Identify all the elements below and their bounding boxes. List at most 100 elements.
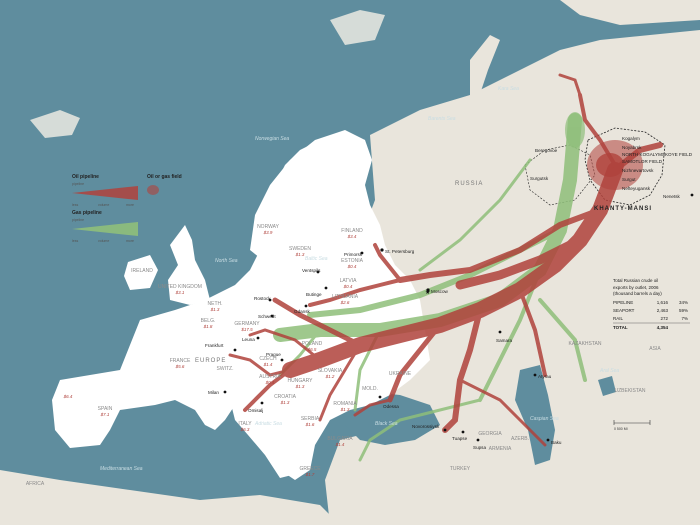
kola-peninsula [390, 125, 440, 155]
legend-oil-wedge [72, 186, 138, 200]
legend-gas-wedge [72, 222, 138, 236]
country-label-armenia: ARMENIA [489, 446, 512, 452]
city-label-nizhnevartovsk: Nizhnevartovsk [622, 168, 654, 173]
turkey-landmass [325, 430, 700, 525]
city-label-surgutsk: Surgutsk [530, 176, 549, 181]
gdp-sweden: $1.3 [295, 252, 305, 257]
exports-table-title-line1: Total Russian crude oil [613, 278, 658, 283]
yamal-boundary [524, 144, 596, 206]
oil-pipeline [243, 368, 292, 412]
legend-oil-pipeline-title: Oil pipeline [72, 174, 99, 180]
gdp-portugal: $6.4 [63, 394, 73, 399]
exports-table-title-line2: exports by outlet, 2006 [613, 285, 659, 290]
country-label-uk: UNITED KINGDOM [158, 284, 202, 290]
legend-gas-pipeline-title: Gas pipeline [72, 210, 102, 216]
exports-row-value: 2,463 [657, 308, 669, 313]
oil-field-cluster [565, 112, 643, 190]
exports-row-value: 4,354 [657, 325, 669, 330]
city-label-supsa: Supsa [473, 445, 486, 450]
city-label-north-kogalym: NORTH KOGALYMSKOYE FIELD [622, 152, 693, 157]
oil-pipeline [518, 288, 547, 377]
country-label-kazakhstan: KAZAKHSTAN [569, 341, 602, 347]
country-label-greece: GREECE [299, 466, 321, 472]
region-label-khanty: KHANTY-MANSI [594, 206, 652, 212]
oil-pipeline [612, 142, 663, 173]
city-label-butinge: Butinge [306, 292, 322, 297]
city-label-st-petersburg: St. Petersburg [385, 249, 415, 254]
exports-row-pct: 59% [679, 308, 688, 313]
country-label-sweden: SWEDEN [289, 246, 311, 252]
sea-label-black: Black Sea [375, 421, 398, 427]
sea-label-barents: Barents Sea [428, 116, 456, 122]
country-label-hungary: HUNGARY [288, 378, 314, 384]
city-label-surgut: Surgut [622, 177, 636, 182]
city-label-milan: Milan [208, 390, 219, 395]
region-label-russia: RUSSIA [455, 181, 483, 187]
city-label-odessa: Odessa [383, 404, 399, 409]
exports-row-outlet: PIPELINE [613, 300, 633, 305]
city-label-tuapse: Tuapse [452, 436, 468, 441]
city-label-gdansk: Gdansk [294, 309, 311, 314]
great-britain [168, 225, 210, 305]
city-label-schwedt: Schwedt [258, 314, 276, 319]
exports-row-outlet: TOTAL [613, 325, 628, 330]
gdp-italy: $6.3 [240, 427, 250, 432]
country-label-lithuania: LITHUANIA [332, 294, 359, 300]
capital-star-icon: ★ [425, 289, 430, 296]
country-label-croatia: CROATIA [274, 394, 297, 400]
region-label-europe: EUROPE [195, 358, 226, 364]
arctic-island [560, 0, 700, 25]
legend-gas-more: more [126, 239, 134, 243]
country-label-italy: ITALY [238, 421, 252, 427]
city-label-frankfurt: Frankfurt [205, 343, 224, 348]
oil-pipeline [248, 328, 322, 362]
legend-oil-pipeline-sub: pipeline [72, 182, 84, 186]
gas-pipeline [418, 158, 532, 272]
legend-field-swatch [147, 185, 159, 195]
oil-pipeline [308, 278, 402, 307]
city-label-nefteyugansk: Nefteyugansk [622, 186, 651, 191]
city-label-ventspils: Ventspils [302, 268, 321, 273]
city-label-baku: Baku [551, 440, 562, 445]
europe-landmass [52, 135, 430, 480]
country-label-neth: NETH. [208, 301, 223, 307]
legend-gas-less: less [72, 239, 78, 243]
sea-label-baltic: Baltic Sea [305, 256, 328, 262]
legend-gas-volume: volume [98, 239, 109, 243]
map-legend: Oil pipeline pipeline less volume more O… [72, 174, 182, 243]
gdp-norway: $3.9 [263, 230, 273, 235]
city-label-primorsk: Primorsk [344, 252, 363, 257]
gdp-austria: $0.4 [265, 380, 275, 385]
exports-row-pct: 34% [679, 300, 688, 305]
oil-pipeline [455, 235, 585, 290]
country-label-france: FRANCE [170, 358, 191, 364]
exports-row-value: 272 [660, 316, 668, 321]
oil-pipeline [272, 297, 363, 348]
oil-pipeline [558, 73, 582, 97]
country-label-belgium: BELG. [201, 318, 216, 324]
gdp-hungary: $1.3 [295, 384, 305, 389]
exports-row-pct: 7% [681, 316, 688, 321]
gdp-slovakia: $1.2 [325, 374, 335, 379]
oil-pipelines [228, 73, 663, 447]
gas-pipeline [478, 268, 542, 402]
gdp-czech: $1.4 [263, 362, 273, 367]
scale-bar-label: 0 500 MI [614, 427, 628, 431]
sea-label-adriatic: Adriatic Sea [254, 421, 282, 427]
gdp-poland: $6.5 [307, 347, 317, 352]
gdp-serbia: $1.6 [305, 422, 315, 427]
sea-label-mediterranean: Mediterranean Sea [100, 466, 143, 472]
country-label-moldova: MOLD. [362, 386, 378, 392]
gdp-croatia: $1.3 [280, 400, 290, 405]
country-label-georgia: GEORGIA [478, 431, 502, 437]
country-label-uzbekistan: UZBEKISTAN [614, 388, 645, 394]
city-label-novorossiysk: Novorossiysk [412, 424, 440, 429]
oil-pipeline [397, 207, 603, 283]
oil-pipeline [353, 398, 392, 417]
country-label-czech: CZECH [259, 356, 277, 362]
city-label-moscow: Moscow [431, 289, 449, 294]
gas-pipeline [358, 398, 482, 462]
city-label-prague: Prague [266, 352, 281, 357]
gdp-finland: $3.4 [347, 234, 357, 239]
caspian-sea [515, 365, 555, 465]
